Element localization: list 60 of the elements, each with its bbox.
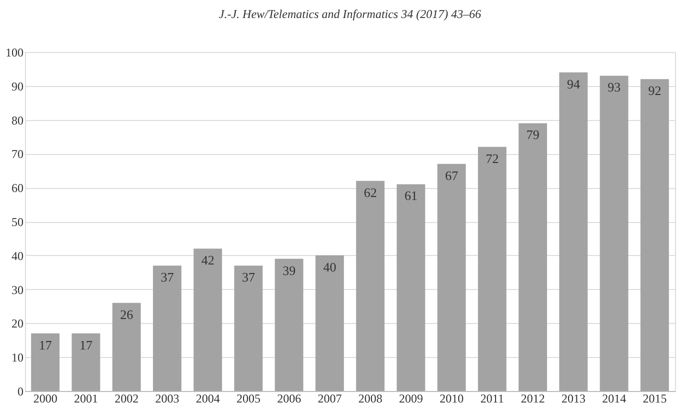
bar [396, 184, 426, 391]
y-tick-label: 80 [12, 113, 24, 128]
x-tick-label: 2005 [236, 392, 260, 406]
data-label: 26 [120, 306, 134, 322]
y-tick-label: 90 [12, 79, 24, 94]
bar [478, 146, 506, 391]
x-tick-label: 2011 [480, 392, 504, 406]
x-tick-label: 2006 [277, 392, 302, 406]
bar [152, 266, 182, 391]
x-tick-label: 2000 [33, 392, 58, 406]
data-label: 39 [282, 262, 296, 278]
x-tick-label: 2010 [440, 392, 464, 406]
x-tick-label: 2003 [155, 392, 180, 406]
x-tick-label: 2007 [318, 392, 342, 406]
bar [274, 258, 304, 391]
bar [518, 123, 548, 391]
y-tick-label: 70 [12, 147, 24, 162]
data-label: 79 [526, 127, 540, 142]
y-tick-label: 30 [12, 282, 24, 297]
y-tick-label: 0 [18, 384, 24, 398]
x-tick-label: 2001 [74, 392, 98, 406]
x-tick-label: 2004 [196, 392, 220, 406]
data-label: 62 [364, 184, 377, 200]
bar [356, 180, 385, 391]
data-label: 17 [79, 337, 93, 352]
x-tick-label: 2002 [114, 392, 139, 406]
x-tick-label: 2012 [520, 392, 545, 406]
data-label: 93 [608, 80, 621, 95]
bar [194, 248, 222, 391]
data-label: 61 [404, 188, 418, 204]
bar [437, 164, 466, 391]
data-label: 94 [566, 76, 580, 92]
data-label: 40 [323, 259, 336, 274]
bar [315, 255, 344, 391]
y-tick-label: 60 [12, 181, 24, 196]
y-tick-label: 10 [12, 350, 24, 365]
bar [640, 79, 669, 391]
data-label: 37 [160, 270, 174, 285]
data-label: 42 [201, 252, 214, 268]
bar [559, 72, 588, 391]
data-label: 92 [648, 83, 662, 98]
data-label: 67 [445, 168, 459, 183]
data-label: 72 [486, 150, 499, 166]
y-tick-label: 100 [6, 46, 24, 60]
bar [72, 333, 100, 391]
x-tick-label: 2014 [602, 392, 626, 406]
x-tick-label: 2013 [561, 392, 586, 406]
x-tick-label: 2015 [642, 392, 667, 406]
x-tick-label: 2009 [398, 392, 423, 406]
y-tick-label: 50 [12, 215, 24, 229]
data-label: 37 [242, 270, 256, 285]
chart-title: J.-J. Hew/Telematics and Informatics 34 (2017) 43–66 [218, 7, 482, 21]
x-tick-label: 2008 [358, 392, 382, 406]
y-tick-label: 20 [12, 316, 24, 331]
bar [112, 302, 141, 391]
y-tick-label: 40 [12, 248, 24, 263]
bar [600, 76, 628, 391]
bar [234, 266, 263, 391]
data-label: 17 [38, 337, 52, 352]
bar [31, 333, 60, 391]
